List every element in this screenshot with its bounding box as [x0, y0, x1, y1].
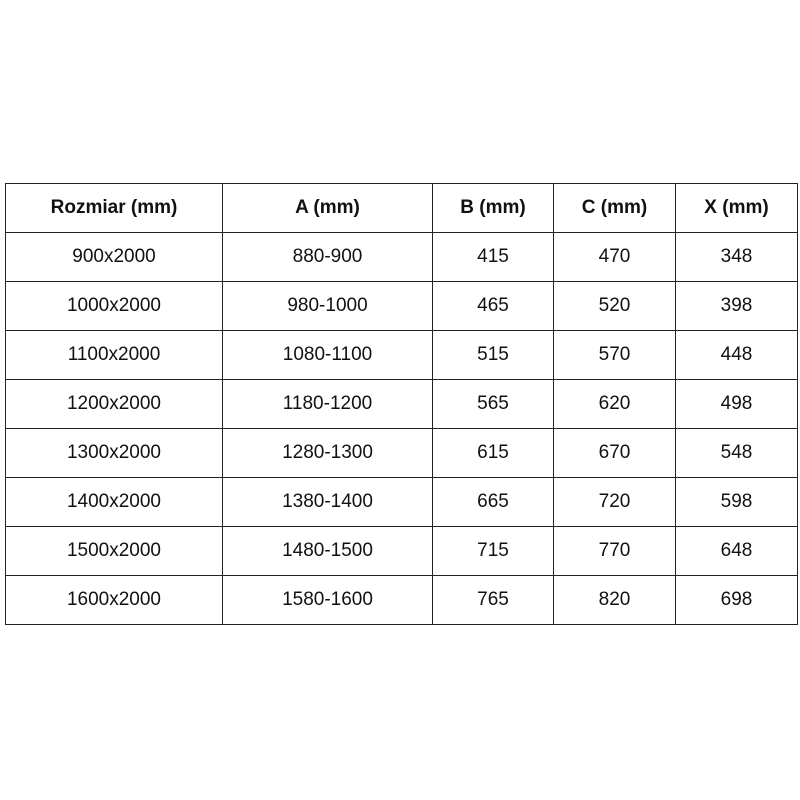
table-cell: 1000x2000 — [5, 281, 223, 331]
table-cell: 1300x2000 — [5, 428, 223, 478]
table-row: 1300x2000 1280-1300 615 670 548 — [5, 428, 798, 478]
table-row: 1100x2000 1080-1100 515 570 448 — [5, 330, 798, 380]
table-cell: 720 — [553, 477, 676, 527]
table-cell: 715 — [432, 526, 554, 576]
table-cell: 1380-1400 — [222, 477, 433, 527]
table-cell: 465 — [432, 281, 554, 331]
table-cell: 1400x2000 — [5, 477, 223, 527]
column-header: Rozmiar (mm) — [5, 183, 223, 233]
table-cell: 1580-1600 — [222, 575, 433, 625]
table-cell: 520 — [553, 281, 676, 331]
table-row: 900x2000 880-900 415 470 348 — [5, 232, 798, 282]
table-cell: 1280-1300 — [222, 428, 433, 478]
column-header: X (mm) — [675, 183, 798, 233]
table-cell: 570 — [553, 330, 676, 380]
table-cell: 880-900 — [222, 232, 433, 282]
table-cell: 448 — [675, 330, 798, 380]
table-cell: 1080-1100 — [222, 330, 433, 380]
table-row: 1600x2000 1580-1600 765 820 698 — [5, 575, 798, 625]
table-cell: 820 — [553, 575, 676, 625]
table-cell: 1180-1200 — [222, 379, 433, 429]
table-cell: 698 — [675, 575, 798, 625]
table-cell: 398 — [675, 281, 798, 331]
table-cell: 548 — [675, 428, 798, 478]
header-row: Rozmiar (mm) A (mm) B (mm) C (mm) X (mm) — [5, 183, 798, 233]
table-cell: 980-1000 — [222, 281, 433, 331]
table-cell: 648 — [675, 526, 798, 576]
table-cell: 1100x2000 — [5, 330, 223, 380]
column-header: A (mm) — [222, 183, 433, 233]
table-cell: 620 — [553, 379, 676, 429]
table-cell: 770 — [553, 526, 676, 576]
table-cell: 765 — [432, 575, 554, 625]
table-row: 1500x2000 1480-1500 715 770 648 — [5, 526, 798, 576]
table-cell: 900x2000 — [5, 232, 223, 282]
table-cell: 1500x2000 — [5, 526, 223, 576]
table-row: 1400x2000 1380-1400 665 720 598 — [5, 477, 798, 527]
table-cell: 565 — [432, 379, 554, 429]
table-cell: 348 — [675, 232, 798, 282]
table-cell: 670 — [553, 428, 676, 478]
table-cell: 498 — [675, 379, 798, 429]
table-row: 1200x2000 1180-1200 565 620 498 — [5, 379, 798, 429]
column-header: B (mm) — [432, 183, 554, 233]
table-cell: 415 — [432, 232, 554, 282]
table-cell: 615 — [432, 428, 554, 478]
table-cell: 515 — [432, 330, 554, 380]
table-cell: 665 — [432, 477, 554, 527]
table-cell: 470 — [553, 232, 676, 282]
table-cell: 598 — [675, 477, 798, 527]
table-row: 1000x2000 980-1000 465 520 398 — [5, 281, 798, 331]
table-cell: 1480-1500 — [222, 526, 433, 576]
dimensions-table: Rozmiar (mm) A (mm) B (mm) C (mm) X (mm) 900… — [5, 183, 798, 625]
column-header: C (mm) — [553, 183, 676, 233]
table-cell: 1200x2000 — [5, 379, 223, 429]
table-cell: 1600x2000 — [5, 575, 223, 625]
